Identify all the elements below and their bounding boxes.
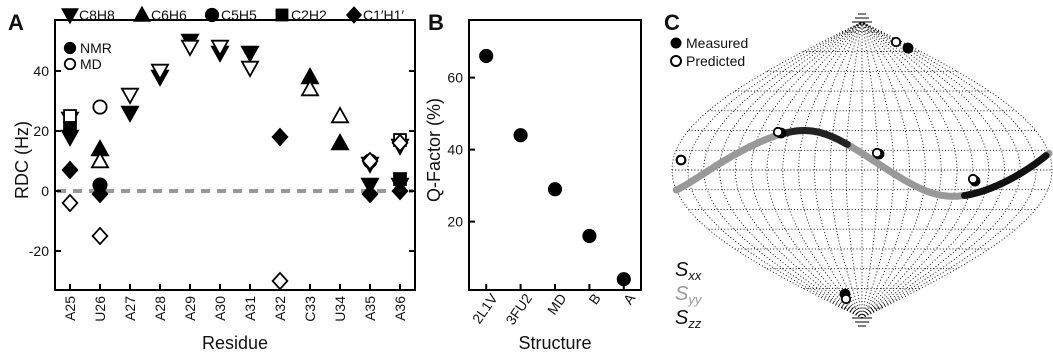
legend-marker — [276, 9, 287, 20]
predicted-point — [892, 38, 900, 46]
panel-b-y-axis: 20 40 60 — [447, 70, 475, 230]
panel-c-letter: C — [664, 10, 680, 35]
x-tick-label: A35 — [362, 296, 378, 321]
legend-measured-marker — [671, 38, 682, 49]
rdc-point — [63, 195, 78, 211]
predicted-point — [774, 128, 782, 136]
q-factor-point — [549, 183, 561, 195]
panel-a-data-marks — [62, 35, 408, 289]
x-tick-label: A27 — [122, 296, 138, 321]
rdc-point — [273, 129, 288, 145]
rdc-point — [363, 153, 378, 169]
panel-b-letter: B — [428, 10, 444, 35]
rdc-point — [64, 110, 76, 122]
panel-b: B 204060 2L1V 3FU2 MD B A Structure Q-Factor… — [424, 10, 641, 353]
rdc-point — [93, 100, 106, 113]
legend-label: C8H8 — [79, 7, 115, 23]
x-tick-label: U34 — [332, 296, 348, 322]
legend-marker — [135, 8, 150, 21]
marker-legend: C8H8 C6H6 C5H5 C2H2 C1′H1′ — [63, 7, 405, 23]
legend-label: C1′H1′ — [363, 7, 404, 23]
x-tick-label: U26 — [92, 296, 108, 322]
rdc-point — [63, 162, 78, 178]
x-tick-label: A — [620, 290, 639, 307]
predicted-point — [969, 175, 977, 183]
legend-fill-marker — [65, 43, 75, 53]
meridian-line — [862, 22, 973, 318]
legend-predicted-marker — [671, 56, 681, 66]
legend-measured-label: Measured — [686, 35, 748, 51]
legend-fill-label: NMR — [80, 40, 112, 56]
x-tick-label: A28 — [152, 296, 168, 321]
rdc-point — [122, 107, 138, 121]
sxx-curve — [781, 131, 848, 145]
legend-label: C2H2 — [291, 7, 327, 23]
y-tick-label: 40 — [447, 142, 463, 158]
x-tick-label: MD — [544, 291, 570, 318]
x-tick-label: A25 — [62, 296, 78, 321]
meridian-line — [830, 22, 862, 318]
panel-a-plot-frame — [55, 20, 415, 290]
legend-label: C5H5 — [221, 7, 257, 23]
rdc-point — [273, 273, 288, 289]
legend-marker — [206, 9, 218, 21]
panel-a-letter: A — [8, 10, 24, 35]
x-tick-label: A30 — [212, 296, 228, 321]
rdc-point — [93, 228, 108, 244]
y-tick-label: 20 — [33, 123, 49, 139]
predicted-point — [842, 295, 850, 303]
q-factor-point — [583, 230, 595, 242]
panel-a-x-title: Residue — [202, 333, 268, 353]
legend-label: C6H6 — [151, 7, 187, 23]
axis-label-sxx: Sxx — [675, 259, 702, 283]
rdc-point — [64, 122, 76, 134]
y-tick-label: 60 — [447, 70, 463, 86]
rdc-point — [242, 47, 258, 61]
orientation-curves — [676, 131, 1049, 197]
x-tick-label: A29 — [182, 296, 198, 321]
predicted-point — [873, 149, 881, 157]
measured-point — [904, 44, 913, 53]
panel-b-data-marks — [480, 50, 630, 286]
rdc-point — [332, 135, 348, 149]
predicted-point — [677, 156, 685, 164]
legend-predicted-label: Predicted — [686, 53, 745, 69]
legend-fill-label: MD — [80, 56, 102, 72]
q-factor-point — [618, 273, 630, 285]
y-tick-label: -20 — [29, 243, 49, 259]
rdc-point — [332, 108, 348, 122]
rdc-point — [182, 41, 198, 55]
y-tick-label: 20 — [447, 214, 463, 230]
measured-predicted-legend: Measured Predicted — [671, 35, 749, 69]
rdc-point — [363, 186, 378, 202]
rdc-point — [242, 62, 258, 76]
x-tick-label: 3FU2 — [502, 290, 535, 327]
legend-fill-marker — [65, 59, 75, 69]
tensor-axis-legend: Sxx Syy Szz — [675, 259, 703, 331]
y-tick-label: 40 — [33, 63, 49, 79]
x-tick-label: A31 — [242, 296, 258, 321]
axis-label-szz: Szz — [675, 307, 702, 331]
rdc-point — [122, 89, 138, 103]
panel-c-data-marks — [677, 38, 980, 303]
panel-c: C Measured Predicted Sxx Syy Szz — [664, 10, 1052, 331]
x-tick-label: C33 — [302, 296, 318, 322]
x-tick-label: A36 — [392, 296, 408, 321]
panel-a-y-axis: -20 0 20 40 — [29, 63, 415, 259]
axis-label-syy: Syy — [675, 283, 703, 307]
x-tick-label: A32 — [272, 296, 288, 321]
panel-b-plot-frame — [469, 20, 641, 290]
panel-b-y-title: Q-Factor (%) — [424, 98, 444, 202]
panel-a-y-title: RDC (Hz) — [12, 121, 32, 199]
y-tick-label: 0 — [41, 183, 49, 199]
q-factor-point — [514, 129, 526, 141]
panel-a: A -20 0 20 40 A25 U26 A27 A28 A29 A30 A31 A32 C33 U3… — [8, 7, 415, 353]
x-tick-label: 2L1V — [469, 290, 501, 327]
x-tick-label: B — [585, 291, 603, 308]
meridian-line — [799, 22, 862, 318]
q-factor-point — [480, 50, 492, 62]
panel-b-x-title: Structure — [518, 333, 591, 353]
